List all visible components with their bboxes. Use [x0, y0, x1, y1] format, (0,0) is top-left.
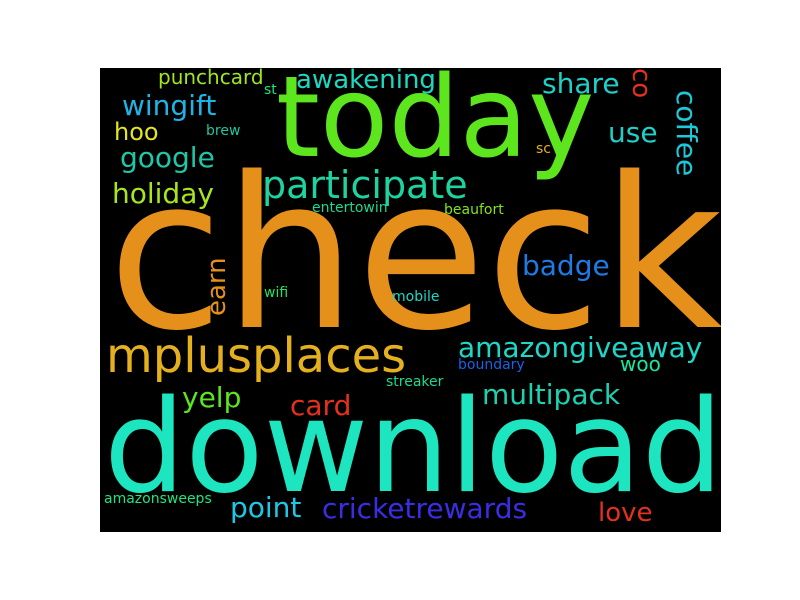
- word-streaker: streaker: [386, 374, 444, 390]
- word-co: co: [626, 68, 656, 99]
- word-badge: badge: [522, 249, 610, 282]
- word-earn: earn: [202, 257, 232, 316]
- word-love: love: [598, 498, 653, 528]
- word-cricketrewards: cricketrewards: [322, 492, 528, 525]
- word-share: share: [542, 68, 620, 100]
- word-mplusplaces: mplusplaces: [106, 328, 407, 384]
- word-coffee: coffee: [670, 90, 703, 177]
- word-brew: brew: [206, 123, 241, 139]
- word-mobile: mobile: [392, 289, 440, 305]
- word-cloud-panel: check download today mplusplaces partici…: [100, 68, 721, 532]
- word-today: today: [276, 68, 595, 183]
- word-wifi: wifi: [264, 285, 289, 301]
- word-yelp: yelp: [182, 381, 242, 414]
- word-st: st: [264, 82, 277, 98]
- word-punchcard: punchcard: [158, 68, 264, 89]
- word-download: download: [104, 373, 721, 522]
- word-boundary: boundary: [458, 357, 525, 373]
- word-participate: participate: [262, 163, 468, 207]
- word-amazonsweeps: amazonsweeps: [104, 491, 212, 507]
- word-amazongiveaway: amazongiveaway: [458, 331, 703, 364]
- word-card: card: [290, 389, 352, 422]
- word-sc: sc: [536, 141, 551, 157]
- word-entertowin: entertowin: [312, 200, 388, 216]
- word-point: point: [230, 491, 302, 524]
- word-holiday: holiday: [112, 177, 214, 210]
- word-wingift: wingift: [122, 89, 217, 122]
- word-google: google: [120, 141, 215, 174]
- word-check: check: [108, 132, 721, 377]
- word-multipack: multipack: [482, 378, 621, 411]
- word-awakening: awakening: [296, 68, 436, 95]
- word-beaufort: beaufort: [444, 202, 504, 218]
- word-hoo: hoo: [114, 118, 159, 146]
- word-woo: woo: [620, 352, 661, 376]
- word-use: use: [608, 116, 658, 149]
